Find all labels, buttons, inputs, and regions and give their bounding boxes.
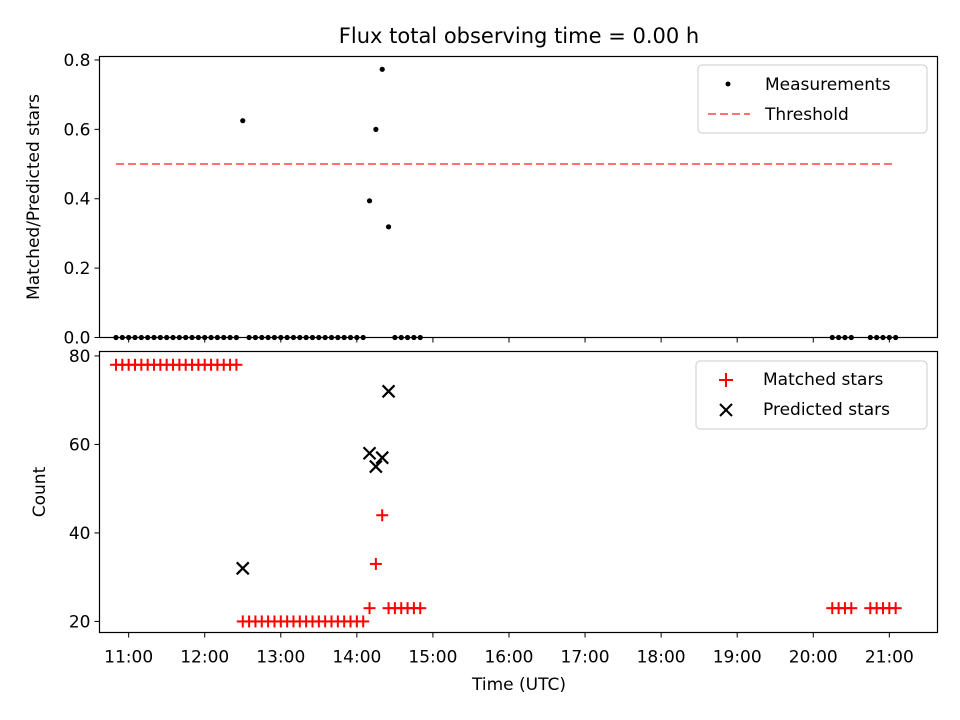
bottom-x-tick-label: 12:00 — [180, 648, 229, 668]
bottom-x-tick-label: 15:00 — [408, 648, 457, 668]
matched-star-point — [845, 602, 858, 615]
top-y-tick-label: 0.0 — [63, 329, 90, 349]
top-legend-box — [697, 64, 928, 134]
bottom-y-ticks: 20 40 60 80 — [69, 347, 100, 632]
legend-threshold-label: Threshold — [764, 105, 849, 125]
predicted-star-point — [369, 459, 383, 474]
top-panel: 0.00.20.40.60.8 Matched/Predicted stars … — [24, 51, 939, 349]
bottom-y-tick-label: 40 — [69, 524, 91, 544]
bottom-axes-frame — [98, 350, 939, 634]
predicted-star-point — [235, 561, 250, 576]
bottom-y-axis-label: Count — [30, 466, 50, 517]
chart-title: Flux total observing time = 0.00 h — [339, 24, 699, 48]
legend-predicted-label: Predicted stars — [763, 400, 890, 420]
bottom-x-tick-label: 11:00 — [104, 648, 153, 668]
measurement-point — [366, 198, 373, 204]
top-y-ticks: 0.0 0.2 0.4 0.6 0.8 — [63, 51, 100, 349]
top-x-ticks — [128, 337, 890, 343]
bottom-x-tick-label: 20:00 — [789, 648, 838, 668]
bottom-x-tick-label: 18:00 — [637, 648, 686, 668]
measurement-point — [373, 126, 379, 132]
bottom-y-tick-label: 20 — [69, 612, 91, 632]
bottom-x-ticks: 11:00 12:00 13:00 14:00 15:00 16:00 17:00 18:00… — [104, 632, 914, 668]
bottom-x-tick-label: 16:00 — [484, 648, 533, 668]
predicted-star-point — [375, 450, 389, 465]
bottom-y-tick-label: 80 — [69, 347, 91, 367]
bottom-x-tick-label: 13:00 — [256, 648, 305, 668]
top-y-axis-label: Matched/Predicted stars — [24, 94, 44, 300]
measurement-point — [240, 118, 246, 124]
bottom-x-tick-label: 21:00 — [865, 648, 914, 668]
top-legend: Measurements Threshold — [697, 64, 928, 134]
top-y-tick-label: 0.4 — [63, 190, 90, 210]
legend-matched-marker — [719, 373, 733, 387]
bottom-plot-marks — [109, 358, 902, 628]
matched-star-point — [363, 602, 376, 615]
bottom-x-tick-label: 17:00 — [561, 648, 610, 668]
bottom-y-tick-label: 60 — [69, 435, 91, 455]
top-y-tick-label: 0.8 — [63, 51, 90, 71]
predicted-star-point — [381, 384, 396, 399]
bottom-legend-box — [695, 360, 928, 430]
top-y-tick-label: 0.2 — [63, 259, 90, 279]
legend-measurements-marker — [725, 81, 731, 87]
matched-star-point — [414, 602, 427, 615]
predicted-star-point — [362, 446, 377, 461]
bottom-x-tick-label: 14:00 — [332, 648, 381, 668]
bottom-legend: Matched stars Predicted stars — [695, 360, 928, 430]
legend-measurements-label: Measurements — [765, 75, 891, 95]
top-y-tick-label: 0.6 — [63, 120, 90, 140]
bottom-x-tick-label: 19:00 — [713, 648, 762, 668]
top-axes-frame — [98, 55, 939, 339]
measurement-point — [385, 224, 392, 230]
matched-star-point — [357, 615, 370, 628]
measurement-point — [379, 66, 385, 72]
matched-star-point — [369, 557, 382, 570]
x-axis-label: Time (UTC) — [471, 675, 566, 695]
legend-predicted-marker — [719, 403, 733, 417]
matched-star-point — [376, 509, 389, 522]
legend-matched-label: Matched stars — [763, 370, 883, 390]
matched-star-point — [889, 602, 902, 615]
matched-star-point — [230, 358, 243, 371]
